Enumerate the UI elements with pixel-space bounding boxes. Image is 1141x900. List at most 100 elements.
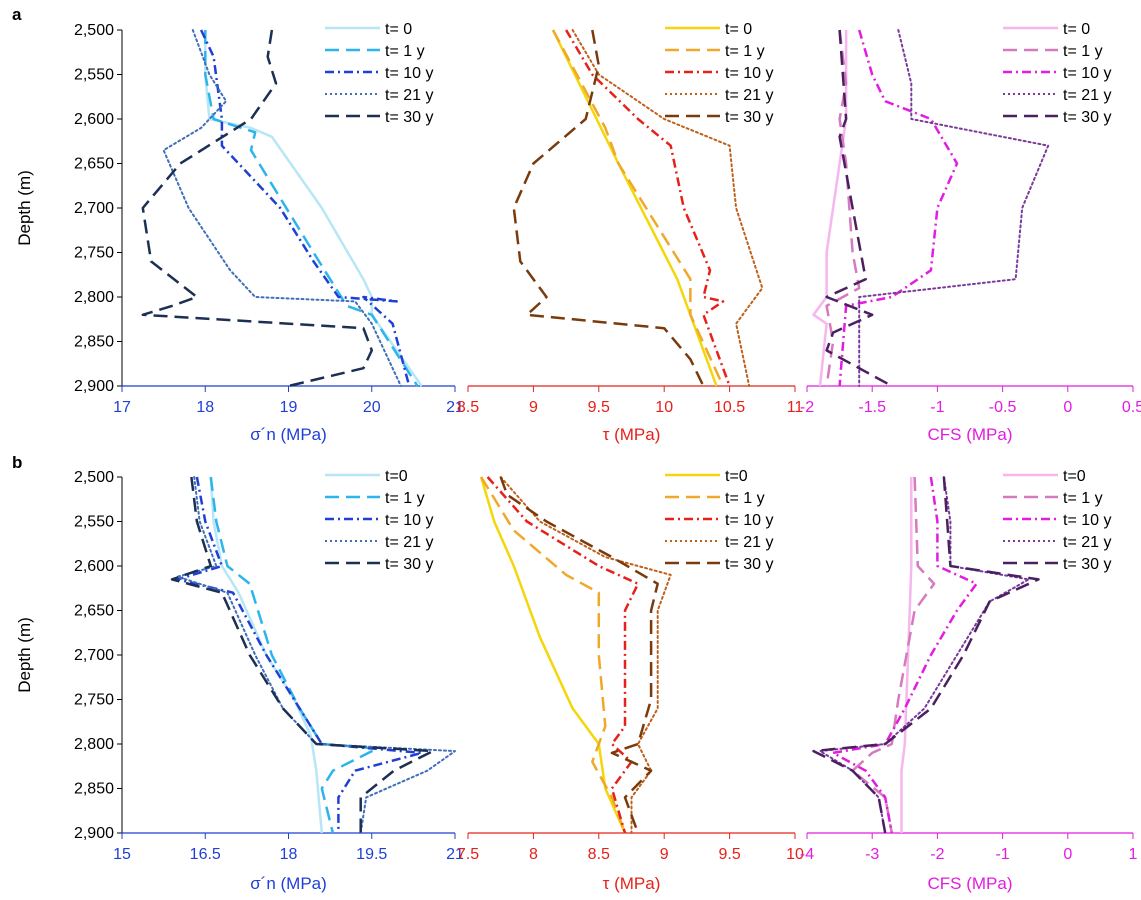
series-line [819, 476, 1030, 834]
series-line [209, 476, 379, 834]
y-tick-label: 2,850 [74, 781, 114, 798]
x-tick-label: 18 [280, 846, 298, 863]
x-tick-label: 8.5 [457, 399, 479, 416]
series-line [486, 476, 640, 834]
legend: t=0 t= 1 y t= 10 y t= 21 y t= 30 y [1003, 468, 1111, 573]
legend-label: t= 10 y [385, 512, 433, 529]
y-tick-label: 2,550 [74, 67, 114, 84]
x-tick-label: -1.5 [858, 399, 886, 416]
legend: t= 0 t= 1 y t= 10 y t= 21 y t= 30 y [665, 21, 773, 126]
legend-label: t= 1 y [725, 43, 765, 60]
subplot-3: -2 -1.5 -1 -0.5 0 0.5 CFS (MPa) t= 0 t= 1 y t= 10… [800, 21, 1141, 444]
legend-label: t= 21 y [385, 87, 433, 104]
legend-label: t= 10 y [1063, 65, 1111, 82]
x-tick-label: 1 [1129, 846, 1138, 863]
y-tick-label: 2,500 [74, 22, 114, 39]
series-line [204, 30, 423, 387]
x-tick-label: -2 [800, 399, 814, 416]
y-tick-label: 2,850 [74, 334, 114, 351]
x-tick-label: 8.5 [588, 846, 610, 863]
x-tick-label: 11 [787, 399, 804, 416]
legend-label: t= 30 y [725, 556, 773, 573]
series-line [838, 29, 959, 387]
legend-label: t= 30 y [385, 109, 433, 126]
x-tick-label: 21 [446, 846, 464, 863]
x-tick-label: 0 [1063, 846, 1072, 863]
legend-label: t= 21 y [725, 534, 773, 551]
x-tick-label: 21 [446, 399, 464, 416]
legend-label: t=0 [725, 468, 748, 485]
x-axis-label: CFS (MPa) [928, 425, 1013, 444]
y-tick-label: 2,800 [74, 289, 114, 306]
x-tick-label: 17 [113, 399, 131, 416]
x-axis-label: σ´n (MPa) [250, 874, 327, 893]
series-line [199, 29, 411, 387]
y-tick-label: 2,650 [74, 156, 114, 173]
legend-label: t= 21 y [1063, 87, 1111, 104]
x-tick-label: -4 [800, 846, 814, 863]
subplot-2: 7.5 8 8.5 9 9.5 10 τ (MPa) t=0 t= 1 y t= 10 y t= 2… [457, 468, 804, 893]
legend-label: t= 0 [385, 21, 412, 38]
panel-b: b 2,500 2,550 2,600 2,650 2,700 2,750 2,800 2,85… [12, 453, 1138, 893]
legend-label: t= 1 y [1063, 490, 1103, 507]
series-line [551, 29, 718, 387]
series-line [858, 29, 1050, 387]
y-tick-label: 2,600 [74, 558, 114, 575]
y-tick-label: 2,900 [74, 378, 114, 395]
x-tick-label: 7.5 [457, 846, 479, 863]
x-tick-label: -1 [995, 846, 1009, 863]
x-tick-label: 16.5 [190, 846, 221, 863]
x-tick-label: 9 [529, 399, 538, 416]
x-tick-label: 9 [660, 846, 669, 863]
legend-label: t= 10 y [1063, 512, 1111, 529]
legend-label: t= 30 y [725, 109, 773, 126]
x-tick-label: 0 [1063, 399, 1072, 416]
x-tick-label: 19.5 [356, 846, 387, 863]
x-tick-label: 9.5 [718, 846, 740, 863]
x-tick-label: 0.5 [1122, 399, 1141, 416]
x-tick-label: 19 [280, 399, 298, 416]
x-axis-label: σ´n (MPa) [250, 425, 327, 444]
legend-label: t= 0 [725, 21, 752, 38]
legend: t= 0 t= 1 y t= 10 y t= 21 y t= 30 y [325, 21, 433, 126]
series-line [565, 29, 731, 387]
y-axis-label: Depth (m) [15, 170, 34, 246]
subplot-2: 8.5 9 9.5 10 10.5 11τ (MPa)t= 0t= 1 yt= 10 yt… [457, 21, 804, 444]
y-axis-label: Depth (m) [15, 617, 34, 693]
series-line [551, 29, 725, 387]
legend-label: t= 30 y [1063, 109, 1111, 126]
legend-label: t= 10 y [725, 512, 773, 529]
y-tick-label: 2,650 [74, 603, 114, 620]
series-line [499, 476, 672, 834]
x-axis-label: CFS (MPa) [928, 874, 1013, 893]
y-tick-label: 2,700 [74, 647, 114, 664]
y-tick-label: 2,800 [74, 736, 114, 753]
legend: t= 0 t= 1 y t= 10 y t= 21 y t= 30 y [1003, 21, 1111, 126]
x-tick-label: -0.5 [989, 399, 1017, 416]
legend-label: t= 10 y [385, 65, 433, 82]
legend-label: t= 1 y [725, 490, 765, 507]
series-line [831, 476, 978, 834]
series-line [571, 29, 764, 387]
x-tick-label: 20 [363, 399, 381, 416]
subplot-1: 17 18 19 20 21 σ´n (MPa) t= 0 t= 1 y t= 10 y t= 2… [113, 21, 464, 444]
x-tick-label: -3 [865, 846, 879, 863]
y-tick-label: 2,600 [74, 111, 114, 128]
legend-label: t= 30 y [1063, 556, 1111, 573]
x-axis-label: τ (MPa) [603, 425, 661, 444]
y-tick-label: 2,900 [74, 825, 114, 842]
legend: t=0 t= 1 y t= 10 y t= 21 y t= 30 y [325, 468, 433, 573]
subplot-1: 15 16.5 18 19.5 21σ´n (MPa)t=0t= 1 yt= 10 yt… [113, 468, 464, 893]
subplot-3: -4 -3 -2 -1 0 1 CFS (MPa) t=0 t= 1 y t= 10 y t= 21… [800, 468, 1138, 893]
y-tick-label: 2,750 [74, 692, 114, 709]
series-line [162, 29, 402, 387]
y-tick-label: 2,750 [74, 245, 114, 262]
panel-letter: a [12, 5, 22, 24]
legend-label: t= 21 y [725, 87, 773, 104]
series-line [480, 476, 627, 834]
panel-letter: b [12, 453, 22, 472]
y-tick-label: 2,500 [74, 469, 114, 486]
series-line [204, 30, 419, 387]
legend-label: t= 21 y [385, 534, 433, 551]
legend-label: t= 1 y [1063, 43, 1103, 60]
